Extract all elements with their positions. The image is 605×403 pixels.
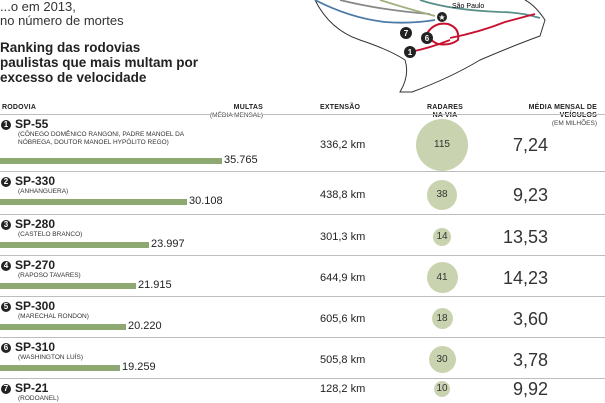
row-divider <box>0 214 605 215</box>
road-name: SP-280 <box>15 217 56 231</box>
extension-value: 605,6 km <box>320 312 366 325</box>
fines-bar <box>0 158 222 164</box>
vehicles-value: 7,24 <box>512 134 548 155</box>
svg-text:★: ★ <box>438 13 445 22</box>
road-alias: (RODOANEL) <box>18 395 59 402</box>
road-alias: (ANHANGUERA) <box>18 188 69 195</box>
road-alias: (RAPOSO TAVARES) <box>18 272 81 279</box>
road-alias: (WASHINGTON LUÍS) <box>18 354 84 361</box>
road-name: SP-330 <box>15 174 56 188</box>
road-name: SP-310 <box>15 340 56 354</box>
road-teal <box>419 0 541 19</box>
map-pin-6: 6 <box>421 32 433 44</box>
vehicles-value: 9,92 <box>512 379 548 399</box>
road-olive <box>379 0 436 17</box>
intro-line-1: ...o em 2013, <box>0 0 76 14</box>
road-name: SP-21 <box>15 381 49 395</box>
rank-badge: 7 <box>1 384 11 394</box>
radar-bubble: 10 <box>434 381 450 397</box>
radar-bubble: 14 <box>433 227 451 246</box>
road-alias: (CÔNEGO DOMÊNICO RANGONI, PADRE MANOEL D… <box>18 131 184 146</box>
fines-value: 23.997 <box>151 238 185 250</box>
fines-bar <box>0 199 187 205</box>
road-name: SP-300 <box>15 299 56 313</box>
header-media-label: MÉDIA MENSAL DE VEÍCULOS <box>528 104 597 119</box>
radar-bubble: 30 <box>428 346 456 373</box>
svg-text:7: 7 <box>404 29 409 38</box>
header-radares: RADARES NA VIA <box>426 104 463 119</box>
fines-bar <box>0 283 136 289</box>
road-alias: (MARECHAL RONDON) <box>18 313 89 320</box>
fines-value: 35.765 <box>224 154 258 166</box>
rank-badge: 3 <box>1 220 11 230</box>
map-pin-1: 1 <box>404 46 416 58</box>
rank-badge: 6 <box>1 343 11 353</box>
road-blue <box>314 0 436 24</box>
extension-value: 644,9 km <box>320 271 366 284</box>
sp-map: ★ São Paulo 7 6 1 <box>314 0 546 93</box>
intro-line-2: no número de mortes <box>0 13 124 28</box>
row-divider <box>0 337 605 338</box>
road-gray <box>339 0 431 15</box>
fines-value: 30.108 <box>189 195 223 207</box>
extension-value: 438,8 km <box>320 188 366 201</box>
fines-value: 19.259 <box>122 361 156 373</box>
sao-paulo-star-icon: ★ <box>437 12 447 22</box>
ranking-title: Ranking das rodovias paulistas que mais … <box>0 40 199 85</box>
rank-badge: 4 <box>1 261 11 271</box>
fines-value: 20.220 <box>128 320 162 332</box>
fines-bar <box>0 242 149 248</box>
row-divider <box>0 114 605 115</box>
radar-bubble: 38 <box>427 179 457 210</box>
fines-bar <box>0 365 120 371</box>
header-rodovia: RODOVIA <box>2 104 37 111</box>
extension-value: 505,8 km <box>320 353 366 366</box>
extension-value: 336,2 km <box>320 138 366 151</box>
road-name: SP-270 <box>15 258 56 272</box>
rank-badge: 2 <box>1 177 11 187</box>
row-divider <box>0 378 605 379</box>
svg-text:6: 6 <box>425 34 430 43</box>
row-divider <box>0 255 605 256</box>
fines-value: 21.915 <box>138 279 172 291</box>
header-multas-label: MULTAS <box>233 104 263 111</box>
header-media: MÉDIA MENSAL DE VEÍCULOS (EM MILHÕES) <box>515 104 597 128</box>
vehicles-value: 3,78 <box>512 349 548 370</box>
header-media-sub: (EM MILHÕES) <box>551 120 597 127</box>
extension-value: 301,3 km <box>320 230 366 243</box>
map-city-label: São Paulo <box>452 3 484 10</box>
radar-bubble: 115 <box>416 118 468 171</box>
radar-bubble: 18 <box>431 308 453 329</box>
road-red <box>449 13 536 39</box>
header-extensao: EXTENSÃO <box>320 104 361 111</box>
svg-text:1: 1 <box>408 48 413 57</box>
intro-text: ...o em 2013, no número de mortes <box>0 0 124 28</box>
header-multas-sub: (MÉDIA MENSAL) <box>209 112 263 119</box>
rank-badge: 5 <box>1 302 11 312</box>
road-alias: (CASTELO BRANCO) <box>18 231 83 238</box>
state-outline <box>314 0 546 93</box>
extension-value: 128,2 km <box>320 383 366 395</box>
vehicles-value: 3,60 <box>512 308 548 329</box>
vehicles-value: 9,23 <box>512 184 548 205</box>
header-multas: MULTAS (MÉDIA MENSAL) <box>190 104 263 120</box>
fines-bar <box>0 324 126 330</box>
rank-badge: 1 <box>1 120 11 130</box>
row-divider <box>0 171 605 172</box>
map-pin-7: 7 <box>400 27 412 39</box>
row-divider <box>0 296 605 297</box>
vehicles-value: 14,23 <box>502 267 548 288</box>
road-name: SP-55 <box>15 117 49 131</box>
radar-bubble: 41 <box>426 262 458 293</box>
rodoanel-ring <box>426 22 460 46</box>
vehicles-value: 13,53 <box>502 226 548 247</box>
